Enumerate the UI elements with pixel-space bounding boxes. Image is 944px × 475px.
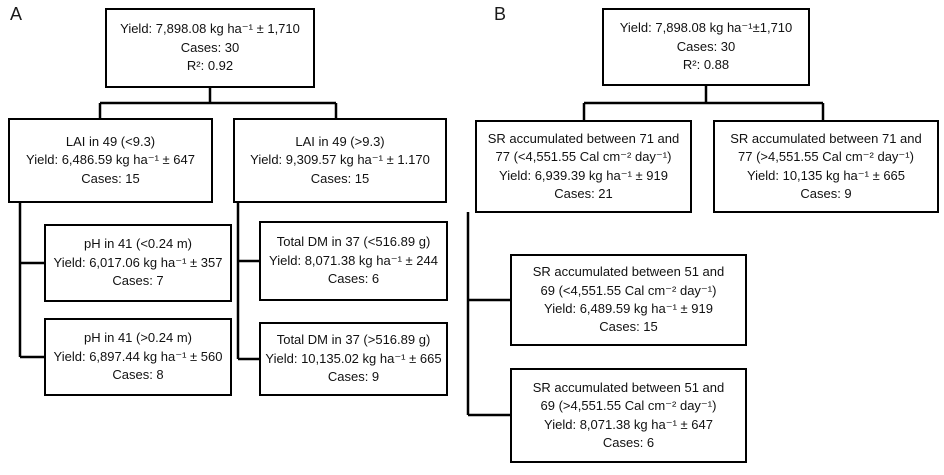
- node-text-line: 69 (<4,551.55 Cal cm⁻² day⁻¹): [540, 282, 717, 298]
- node-text-line: Yield: 7,898.08 kg ha⁻¹ ± 1,710: [120, 21, 300, 37]
- node-a-dm-low: Total DM in 37 (<516.89 g) Yield: 8,071.…: [259, 221, 448, 301]
- node-b-root: Yield: 7,898.08 kg ha⁻¹±1,710 Cases: 30 …: [602, 8, 810, 86]
- node-text-line: Yield: 6,489.59 kg ha⁻¹ ± 919: [544, 301, 713, 316]
- node-text-line: Cases: 6: [327, 271, 380, 287]
- node-text-line: SR accumulated between 71 and: [730, 130, 922, 146]
- node-text-line: pH in 41 (<0.24 m): [83, 236, 193, 252]
- node-text-line: Cases: 9: [800, 185, 852, 201]
- node-text-line: LAI in 49 (<9.3): [65, 133, 156, 149]
- node-a-ph-high: pH in 41 (>0.24 m) Yield: 6,897.44 kg ha…: [44, 318, 232, 396]
- node-text-line: LAI in 49 (>9.3): [295, 133, 385, 149]
- node-text-line: Cases: 15: [81, 170, 140, 186]
- node-text-line: Cases: 8: [112, 367, 164, 383]
- node-text-line: Yield: 6,939.39 kg ha⁻¹ ± 919: [499, 167, 668, 183]
- node-text-line: Yield: 6,897.44 kg ha⁻¹ ± 560: [53, 348, 223, 364]
- node-text-line: Cases: 15: [310, 170, 370, 186]
- node-text-line: R²: 0.88: [682, 57, 730, 73]
- panel-a-label: A: [10, 4, 23, 24]
- node-text-line: SR accumulated between 51 and: [532, 264, 725, 280]
- node-text-line: Total DM in 37 (>516.89 g): [276, 332, 431, 348]
- node-text-line: Yield: 10,135.02 kg ha⁻¹ ± 665: [265, 350, 442, 366]
- node-text-line: 77 (>4,551.55 Cal cm⁻² day⁻¹): [738, 149, 914, 165]
- node-text-line: Yield: 8,071.38 kg ha⁻¹ ± 244: [269, 252, 438, 268]
- node-text-line: 77 (<4,551.55 Cal cm⁻² day⁻¹): [495, 149, 672, 165]
- node-text-line: Total DM in 37 (<516.89 g): [276, 234, 431, 250]
- node-text-line: Cases: 7: [112, 273, 164, 289]
- node-b-sr5169-low: SR accumulated between 51 and 69 (<4,551…: [510, 254, 747, 346]
- node-text-line: Yield: 9,309.57 kg ha⁻¹ ± 1.170: [250, 152, 430, 168]
- node-b-sr7177-high: SR accumulated between 71 and 77 (>4,551…: [713, 120, 939, 213]
- node-text-line: Yield: 10,135 kg ha⁻¹ ± 665: [746, 167, 906, 183]
- node-a-root: Yield: 7,898.08 kg ha⁻¹ ± 1,710 Cases: 3…: [105, 8, 315, 88]
- node-a-lai-low: LAI in 49 (<9.3) Yield: 6,486.59 kg ha⁻¹…: [8, 118, 213, 203]
- node-b-sr5169-high: SR accumulated between 51 and 69 (>4,551…: [510, 368, 747, 463]
- node-text-line: Yield: 6,486.59 kg ha⁻¹ ± 647: [26, 152, 195, 168]
- node-b-sr7177-low: SR accumulated between 71 and 77 (<4,551…: [475, 120, 692, 213]
- node-text-line: Cases: 9: [327, 369, 380, 385]
- node-a-dm-high: Total DM in 37 (>516.89 g) Yield: 10,135…: [259, 322, 448, 396]
- node-text-line: 69 (>4,551.55 Cal cm⁻² day⁻¹): [540, 398, 717, 414]
- node-text-line: Yield: 8,071.38 kg ha⁻¹ ± 647: [544, 416, 713, 432]
- node-text-line: SR accumulated between 71 and: [487, 130, 680, 146]
- node-a-ph-low: pH in 41 (<0.24 m) Yield: 6,017.06 kg ha…: [44, 224, 232, 302]
- node-text-line: Cases: 30: [180, 39, 240, 55]
- node-text-line: SR accumulated between 51 and: [532, 379, 725, 395]
- node-text-line: Cases: 30: [676, 38, 736, 54]
- node-text-line: Cases: 6: [602, 434, 655, 450]
- node-text-line: Yield: 6,017.06 kg ha⁻¹ ± 357: [53, 254, 223, 270]
- node-a-lai-high: LAI in 49 (>9.3) Yield: 9,309.57 kg ha⁻¹…: [233, 118, 447, 203]
- node-text-line: Cases: 21: [554, 185, 613, 201]
- node-text-line: Cases: 15: [599, 319, 658, 335]
- panel-b-label: B: [494, 4, 507, 24]
- node-text-line: R²: 0.92: [186, 58, 234, 74]
- node-text-line: pH in 41 (>0.24 m): [83, 330, 193, 346]
- node-text-line: Yield: 7,898.08 kg ha⁻¹±1,710: [619, 20, 793, 36]
